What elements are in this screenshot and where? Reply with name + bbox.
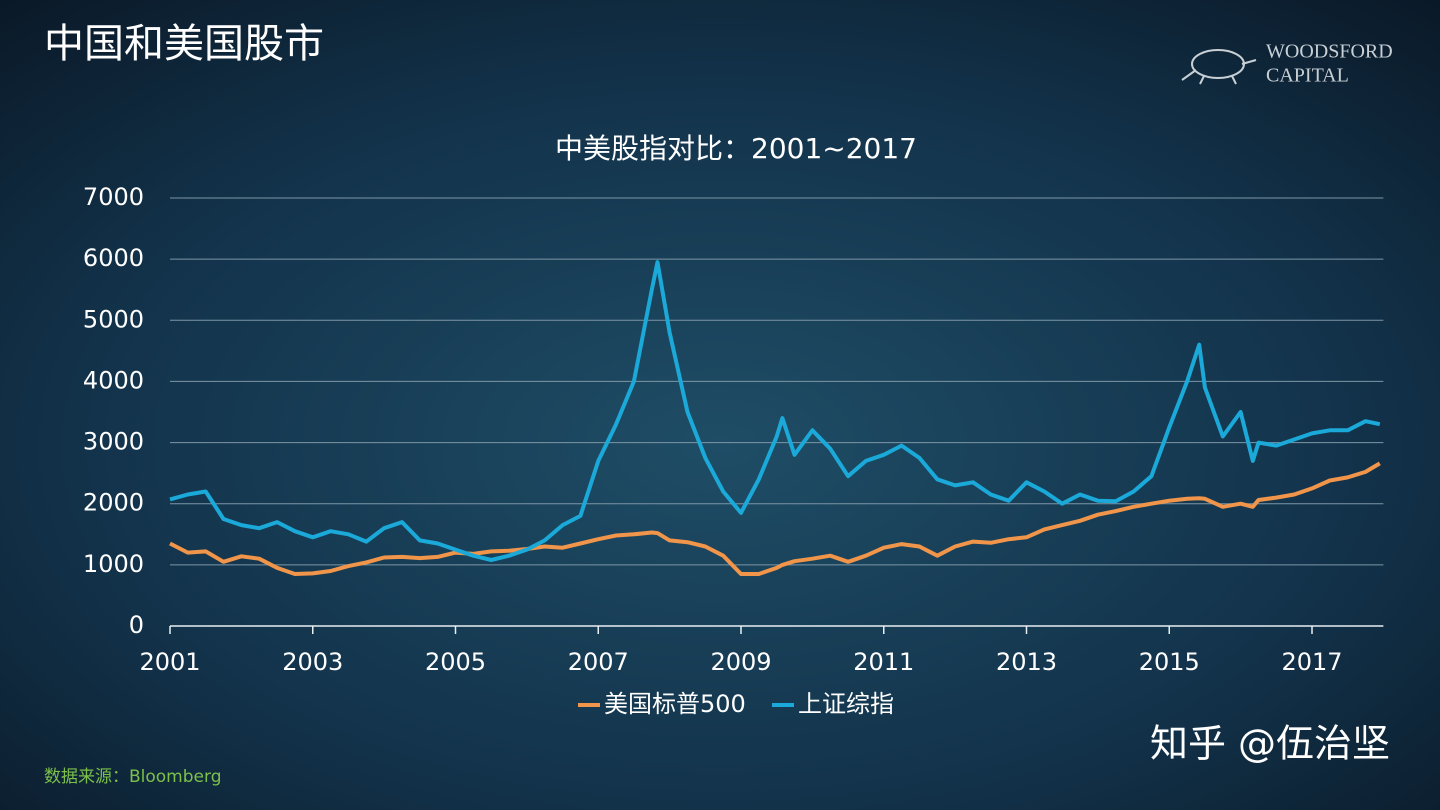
y-tick-label: 1000 bbox=[83, 550, 144, 578]
chart-title: 中美股指对比：2001~2017 bbox=[555, 132, 917, 165]
x-tick-label: 2011 bbox=[853, 648, 914, 676]
y-tick-label: 2000 bbox=[83, 489, 144, 517]
x-tick-label: 2015 bbox=[1139, 648, 1200, 676]
logo-legs bbox=[1181, 59, 1257, 85]
slide-title: 中国和美国股市 bbox=[44, 21, 324, 67]
series-line bbox=[169, 260, 1381, 562]
x-tick-label: 2003 bbox=[282, 648, 343, 676]
y-tick-label: 4000 bbox=[83, 366, 144, 394]
logo: WOODSFORD CAPITAL bbox=[1181, 41, 1393, 87]
y-tick-label: 6000 bbox=[83, 244, 144, 272]
logo-text: CAPITAL bbox=[1266, 65, 1349, 87]
x-tick-label: 2001 bbox=[139, 648, 200, 676]
x-tick-label: 2009 bbox=[710, 648, 771, 676]
legend-label: 美国标普500 bbox=[604, 690, 746, 718]
series-line bbox=[169, 461, 1381, 576]
y-tick-label: 0 bbox=[129, 611, 144, 639]
legend-label: 上证综指 bbox=[798, 690, 894, 718]
source-note: 数据来源：Bloomberg bbox=[44, 767, 221, 787]
watermark: 知乎 @伍治坚 bbox=[1150, 722, 1390, 766]
y-tick-label: 7000 bbox=[83, 183, 144, 211]
x-tick-label: 2005 bbox=[425, 648, 486, 676]
x-tick-label: 2007 bbox=[568, 648, 629, 676]
x-tick-label: 2013 bbox=[996, 648, 1057, 676]
y-tick-label: 3000 bbox=[83, 428, 144, 456]
logo-text: WOODSFORD bbox=[1266, 41, 1393, 63]
y-tick-label: 5000 bbox=[83, 305, 144, 333]
x-tick-label: 2017 bbox=[1281, 648, 1342, 676]
